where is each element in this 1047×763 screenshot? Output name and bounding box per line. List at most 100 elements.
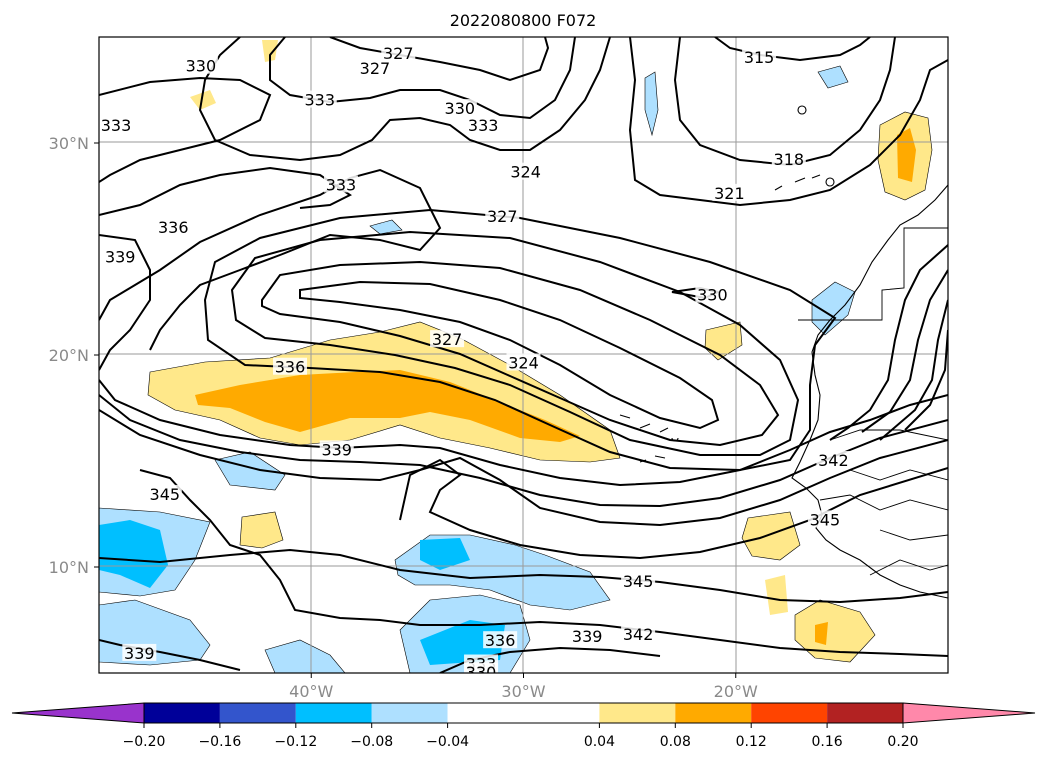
negative-anomaly-n1 bbox=[644, 71, 659, 137]
y-tick-label: 30°N bbox=[49, 134, 89, 153]
positive-anomaly-small2 bbox=[190, 90, 216, 110]
canary-islands bbox=[774, 174, 835, 191]
contour-label-bg bbox=[381, 43, 416, 61]
contour-label-bg bbox=[99, 116, 133, 134]
contour-label: 345 bbox=[623, 572, 654, 591]
colorbar-bin bbox=[827, 703, 903, 723]
contour-label: 345 bbox=[150, 485, 181, 504]
contour-label-bg bbox=[323, 175, 358, 193]
contour-label-bg bbox=[430, 330, 465, 348]
contour-327-north bbox=[269, 37, 576, 120]
contour-label-bg bbox=[103, 247, 138, 265]
contour-label-bg bbox=[485, 207, 520, 225]
contour-label-bg bbox=[357, 58, 392, 76]
shaded-anomaly-regions bbox=[99, 40, 933, 673]
contour-333-north bbox=[99, 76, 272, 183]
contour-label-bg bbox=[570, 626, 605, 644]
contour-label: 330 bbox=[466, 663, 497, 682]
contour-label-bg bbox=[302, 90, 337, 108]
x-axis-ticks: 40°W 30°W 20°W bbox=[289, 673, 758, 701]
colorbar-bin bbox=[219, 703, 296, 723]
colorbar: −0.20 −0.16 −0.12 −0.08 −0.04 0.04 0.08 0.12 0.1… bbox=[11, 702, 1036, 750]
contour-345-left bbox=[139, 469, 948, 657]
x-tick-label: 20°W bbox=[714, 682, 758, 701]
colorbar-bin bbox=[751, 703, 828, 723]
contour-330-north bbox=[198, 37, 611, 162]
contour-label: 330 bbox=[445, 99, 476, 118]
contour-label: 321 bbox=[714, 184, 745, 203]
contour-336-north bbox=[99, 166, 352, 216]
contour-339-south bbox=[99, 379, 948, 487]
contour-label: 333 bbox=[304, 91, 335, 110]
contour-label: 324 bbox=[508, 353, 539, 372]
colorbar-bin bbox=[599, 703, 676, 723]
contour-315-north bbox=[714, 37, 871, 62]
colorbar-tick-label: 0.20 bbox=[887, 734, 918, 750]
contour-label-bg bbox=[442, 99, 477, 117]
contour-label-bg bbox=[807, 510, 842, 528]
colorbar-tick-label: −0.12 bbox=[274, 734, 317, 750]
contour-label: 339 bbox=[572, 627, 603, 646]
contour-label-bg bbox=[508, 162, 543, 180]
contour-324 bbox=[230, 230, 800, 456]
contour-345-east bbox=[99, 548, 948, 604]
negative-anomaly-canary bbox=[811, 281, 856, 336]
contour-label: 342 bbox=[623, 625, 654, 644]
contour-label: 336 bbox=[485, 631, 516, 650]
contour-label: 324 bbox=[510, 163, 541, 182]
theta-contours bbox=[99, 37, 948, 673]
colorbar-bin bbox=[295, 703, 372, 723]
contour-345-south bbox=[99, 409, 948, 527]
colorbar-tick-label: 0.08 bbox=[660, 734, 691, 750]
contour-label-bg bbox=[183, 56, 218, 74]
contour-label: 345 bbox=[810, 510, 841, 529]
colorbar-tick-label: −0.16 bbox=[198, 734, 241, 750]
contour-336 bbox=[99, 168, 442, 351]
madeira bbox=[797, 105, 807, 115]
contour-label: 336 bbox=[158, 218, 189, 237]
contour-label-bg bbox=[319, 440, 354, 458]
contour-label-bg bbox=[466, 116, 501, 134]
coastlines bbox=[619, 105, 948, 599]
contour-label: 318 bbox=[774, 150, 805, 169]
contour-label-bg bbox=[621, 624, 656, 642]
positive-anomaly-small3 bbox=[262, 40, 278, 62]
contour-330-inner bbox=[299, 280, 720, 430]
contour-label: 339 bbox=[105, 247, 136, 266]
contour-330-eastblock bbox=[628, 37, 948, 207]
contour-label: 339 bbox=[124, 644, 155, 663]
country-borders bbox=[798, 227, 948, 576]
colorbar-outline bbox=[143, 702, 904, 724]
contour-348 bbox=[399, 458, 948, 560]
contour-label: 333 bbox=[101, 116, 132, 135]
contour-label: 342 bbox=[818, 451, 849, 470]
negative-anomaly-n2 bbox=[817, 65, 849, 89]
contour-label-bg bbox=[742, 48, 777, 66]
contour-label-bg bbox=[816, 451, 851, 468]
contour-label: 315 bbox=[744, 48, 775, 67]
colorbar-tick-label: 0.12 bbox=[736, 734, 767, 750]
africa-coastline bbox=[791, 184, 948, 599]
contour-label-bg bbox=[147, 484, 182, 502]
contour-label: 336 bbox=[275, 358, 306, 377]
negative-anomaly-s-core bbox=[420, 538, 470, 570]
x-tick-label: 40°W bbox=[289, 682, 333, 701]
positive-anomaly-small bbox=[704, 321, 743, 361]
chart-title: 2022080800 F072 bbox=[450, 11, 597, 30]
contour-339 bbox=[99, 234, 151, 371]
negative-anomaly-sw-core bbox=[99, 520, 168, 588]
y-tick-label: 10°N bbox=[49, 558, 89, 577]
contour-label: 333 bbox=[326, 175, 357, 194]
contour-label-bg bbox=[695, 285, 730, 303]
contour-label: 327 bbox=[432, 330, 463, 349]
contour-label-bg bbox=[712, 183, 747, 201]
positive-anomaly-small4 bbox=[765, 575, 788, 615]
contour-label-bg bbox=[464, 663, 499, 673]
contour-lower-right bbox=[829, 244, 948, 441]
positive-anomaly-w bbox=[239, 511, 284, 549]
colorbar-extend-high bbox=[902, 702, 1036, 724]
contour-label-bg bbox=[483, 631, 518, 649]
contour-label: 333 bbox=[468, 116, 499, 135]
